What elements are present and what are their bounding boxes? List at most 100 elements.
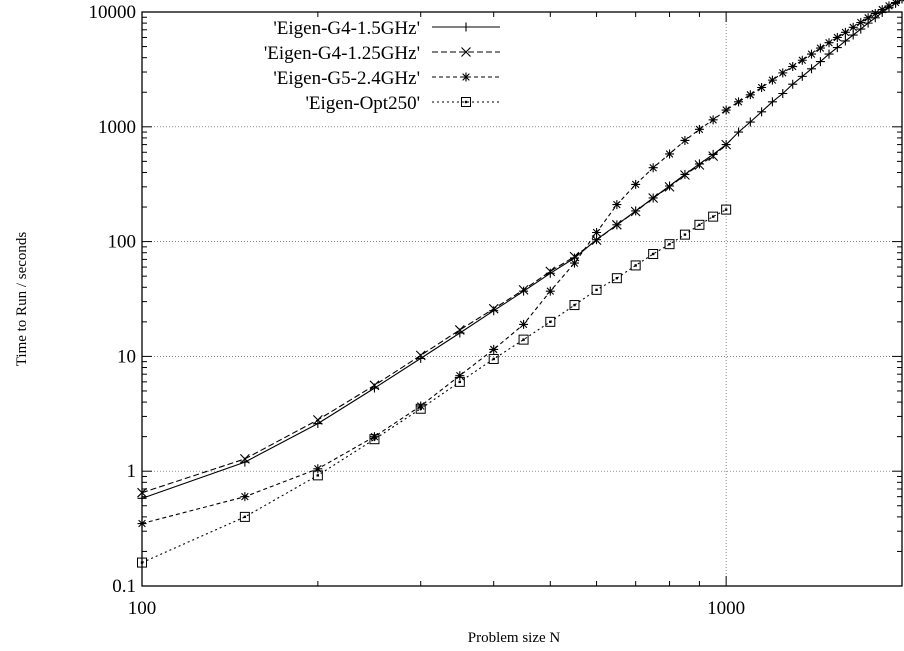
square-marker [694,219,705,230]
cross-marker [454,325,465,335]
star-marker [840,27,850,37]
plus-marker [807,64,817,74]
plus-marker [832,43,842,53]
square-marker-dot [651,252,655,256]
star-marker [694,124,704,134]
square-marker [648,248,659,259]
square-marker-dot [373,437,376,441]
square-marker [312,470,323,481]
square-marker [679,229,690,240]
x-tick-label: 100 [128,598,157,619]
star-marker [631,179,641,189]
square-marker-dot [316,474,320,477]
plus-marker [461,22,471,32]
square-marker [569,300,580,311]
star-marker [313,464,323,474]
star-marker [807,49,817,59]
square-marker-dot [683,233,687,236]
star-marker [416,401,426,411]
plus-marker [665,181,675,191]
star-marker [767,75,777,85]
square-marker-dot [419,407,422,410]
plus-marker [708,149,718,159]
square-marker-dot [724,208,728,211]
star-marker [569,258,579,268]
plus-marker [824,49,834,59]
plus-marker [788,79,798,89]
cross-marker [611,219,622,230]
star-marker [461,72,471,82]
square-marker-dot [634,264,637,267]
plus-marker [519,286,529,296]
plus-marker [778,89,788,99]
cross-marker [721,139,732,150]
square-marker [369,434,380,445]
square-marker-dot [522,338,525,341]
star-marker [665,149,675,159]
star-marker [240,492,250,502]
star-marker [455,371,465,381]
star-marker [721,105,731,115]
square-marker-dot [668,242,671,246]
square-marker [591,284,602,295]
series [137,139,732,498]
square-marker [461,97,471,107]
square-marker-dot [549,320,552,324]
plus-marker [815,57,825,67]
y-tick-label: 1000 [98,117,136,138]
x-tick-label: 1000 [707,598,745,619]
star-marker [757,82,767,92]
cross-marker [518,284,529,295]
plus-marker [797,71,807,81]
star-marker [734,97,744,107]
square-marker [488,353,499,364]
cross-marker [648,193,659,203]
cross-marker [694,160,705,170]
series [137,204,732,568]
y-axis-label: Time to Run / seconds [14,232,30,367]
star-marker [708,115,718,125]
plus-marker [694,159,704,169]
square-marker-dot [464,100,468,104]
star-marker [848,22,858,32]
cross-marker [664,181,675,192]
square-marker-dot [458,380,462,384]
star-marker [592,228,602,238]
star-marker [680,135,690,145]
cross-marker [545,266,556,277]
star-marker [788,62,798,72]
legend: 'Eigen-G4-1.5GHz' 'Eigen-G4-1.25GHz' 'Eige… [264,18,500,114]
star-marker [648,163,658,173]
star-marker [778,68,788,78]
plus-marker [757,107,767,117]
star-marker [863,13,873,23]
star-marker [832,32,842,42]
square-marker [708,211,719,222]
square-marker [630,260,641,271]
star-marker [891,0,901,7]
square-marker-dot [573,303,576,307]
y-tick-label: 10 [117,346,136,367]
series-line [141,0,902,525]
star-marker [519,319,529,329]
plus-marker [767,97,777,107]
plot-frame [141,11,903,587]
square-marker-dot [698,223,701,227]
legend-label: 'Eigen-Opt250' [306,93,421,114]
star-marker [489,344,499,354]
legend-label: 'Eigen-G5-2.4GHz' [273,68,420,89]
plot-series [137,0,904,568]
y-tick-label: 0.1 [112,576,136,597]
cross-marker [488,303,499,314]
square-marker [611,273,622,284]
square-marker [415,403,426,414]
square-marker-dot [711,215,715,218]
plus-marker [489,306,499,316]
y-tick-label: 10000 [89,2,137,23]
square-marker-dot [492,357,495,361]
grid-lines [142,12,902,586]
cross-marker [680,170,690,180]
star-marker [877,5,887,15]
star-marker [856,18,866,28]
x-axis-label: Problem size N [468,630,561,646]
